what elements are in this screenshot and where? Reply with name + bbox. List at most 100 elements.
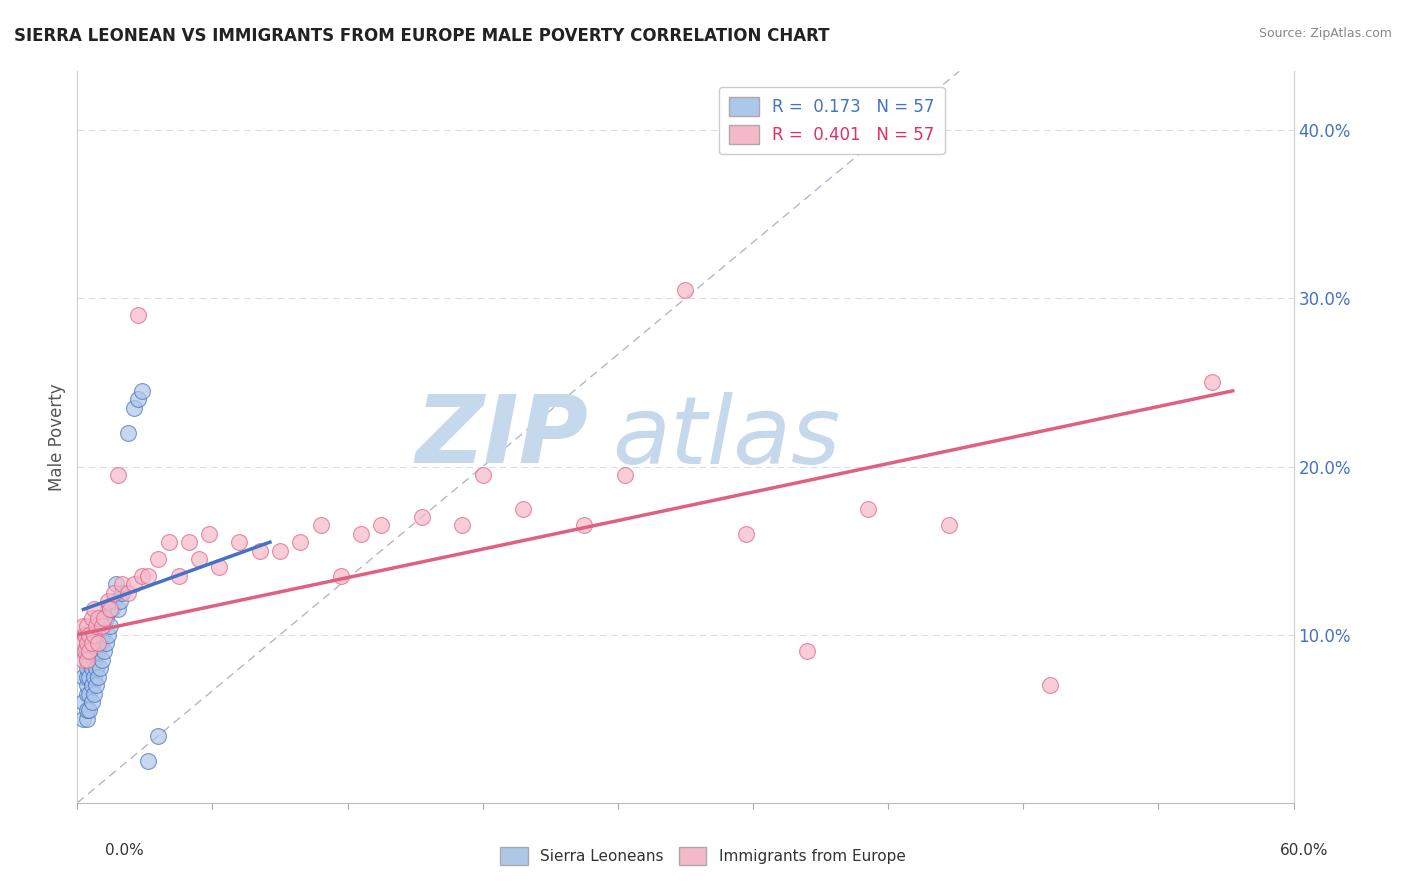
Point xyxy=(75,627,97,641)
Point xyxy=(84,636,107,650)
Point xyxy=(309,518,332,533)
Legend: Sierra Leoneans, Immigrants from Europe: Sierra Leoneans, Immigrants from Europe xyxy=(495,841,911,871)
Point xyxy=(98,619,121,633)
Point xyxy=(796,644,818,658)
Point xyxy=(131,384,153,398)
Point xyxy=(148,729,170,743)
Point xyxy=(512,501,534,516)
Point xyxy=(167,569,190,583)
Point xyxy=(80,636,103,650)
Point xyxy=(86,627,108,641)
Point xyxy=(75,644,97,658)
Point xyxy=(411,510,433,524)
Point xyxy=(97,594,120,608)
Point xyxy=(90,653,112,667)
Text: 0.0%: 0.0% xyxy=(105,843,145,858)
Point xyxy=(97,627,120,641)
Point xyxy=(131,569,153,583)
Point xyxy=(103,585,125,599)
Point xyxy=(1201,376,1223,390)
Point xyxy=(76,661,98,675)
Point xyxy=(451,518,474,533)
Point xyxy=(79,644,101,658)
Point xyxy=(228,535,250,549)
Point xyxy=(94,636,117,650)
Point xyxy=(80,678,103,692)
Point xyxy=(84,619,107,633)
Point xyxy=(72,644,94,658)
Point xyxy=(471,467,494,482)
Point xyxy=(72,712,94,726)
Point xyxy=(350,526,373,541)
Point xyxy=(107,467,129,482)
Point xyxy=(103,594,125,608)
Point xyxy=(269,543,291,558)
Point xyxy=(89,661,111,675)
Point xyxy=(83,627,105,641)
Point xyxy=(370,518,392,533)
Point xyxy=(675,283,697,297)
Point xyxy=(117,425,139,440)
Legend: R =  0.173   N = 57, R =  0.401   N = 57: R = 0.173 N = 57, R = 0.401 N = 57 xyxy=(718,87,945,153)
Point xyxy=(84,678,107,692)
Point xyxy=(76,627,98,641)
Point xyxy=(148,552,170,566)
Point xyxy=(72,636,94,650)
Point xyxy=(83,627,105,641)
Text: Source: ZipAtlas.com: Source: ZipAtlas.com xyxy=(1258,27,1392,40)
Point xyxy=(107,602,129,616)
Point xyxy=(79,627,101,641)
Point xyxy=(76,636,98,650)
Point xyxy=(83,686,105,700)
Point xyxy=(79,636,101,650)
Point xyxy=(90,627,112,641)
Point xyxy=(136,569,159,583)
Point xyxy=(94,611,117,625)
Y-axis label: Male Poverty: Male Poverty xyxy=(48,384,66,491)
Point xyxy=(136,754,159,768)
Point xyxy=(93,619,115,633)
Point xyxy=(76,703,98,717)
Point xyxy=(80,611,103,625)
Point xyxy=(89,636,111,650)
Point xyxy=(177,535,200,549)
Point xyxy=(108,594,131,608)
Point xyxy=(101,602,124,616)
Point xyxy=(76,670,98,684)
Point xyxy=(76,653,98,667)
Point xyxy=(79,703,101,717)
Point xyxy=(938,518,960,533)
Point xyxy=(735,526,758,541)
Point xyxy=(111,585,134,599)
Point xyxy=(98,602,121,616)
Point xyxy=(79,670,101,684)
Point xyxy=(90,619,112,633)
Point xyxy=(80,661,103,675)
Point xyxy=(72,670,94,684)
Point xyxy=(572,518,595,533)
Point xyxy=(76,686,98,700)
Point xyxy=(127,392,149,407)
Point xyxy=(72,653,94,667)
Point xyxy=(86,611,108,625)
Point xyxy=(83,602,105,616)
Point xyxy=(122,401,145,415)
Point xyxy=(856,501,879,516)
Point xyxy=(93,611,115,625)
Point xyxy=(329,569,352,583)
Point xyxy=(188,552,211,566)
Text: 60.0%: 60.0% xyxy=(1281,843,1329,858)
Point xyxy=(104,577,127,591)
Point xyxy=(76,619,98,633)
Point xyxy=(76,653,98,667)
Point xyxy=(97,602,120,616)
Point xyxy=(249,543,271,558)
Point xyxy=(76,678,98,692)
Text: atlas: atlas xyxy=(613,392,841,483)
Point xyxy=(208,560,231,574)
Point xyxy=(86,670,108,684)
Point xyxy=(198,526,221,541)
Point xyxy=(76,644,98,658)
Point xyxy=(111,577,134,591)
Point xyxy=(122,577,145,591)
